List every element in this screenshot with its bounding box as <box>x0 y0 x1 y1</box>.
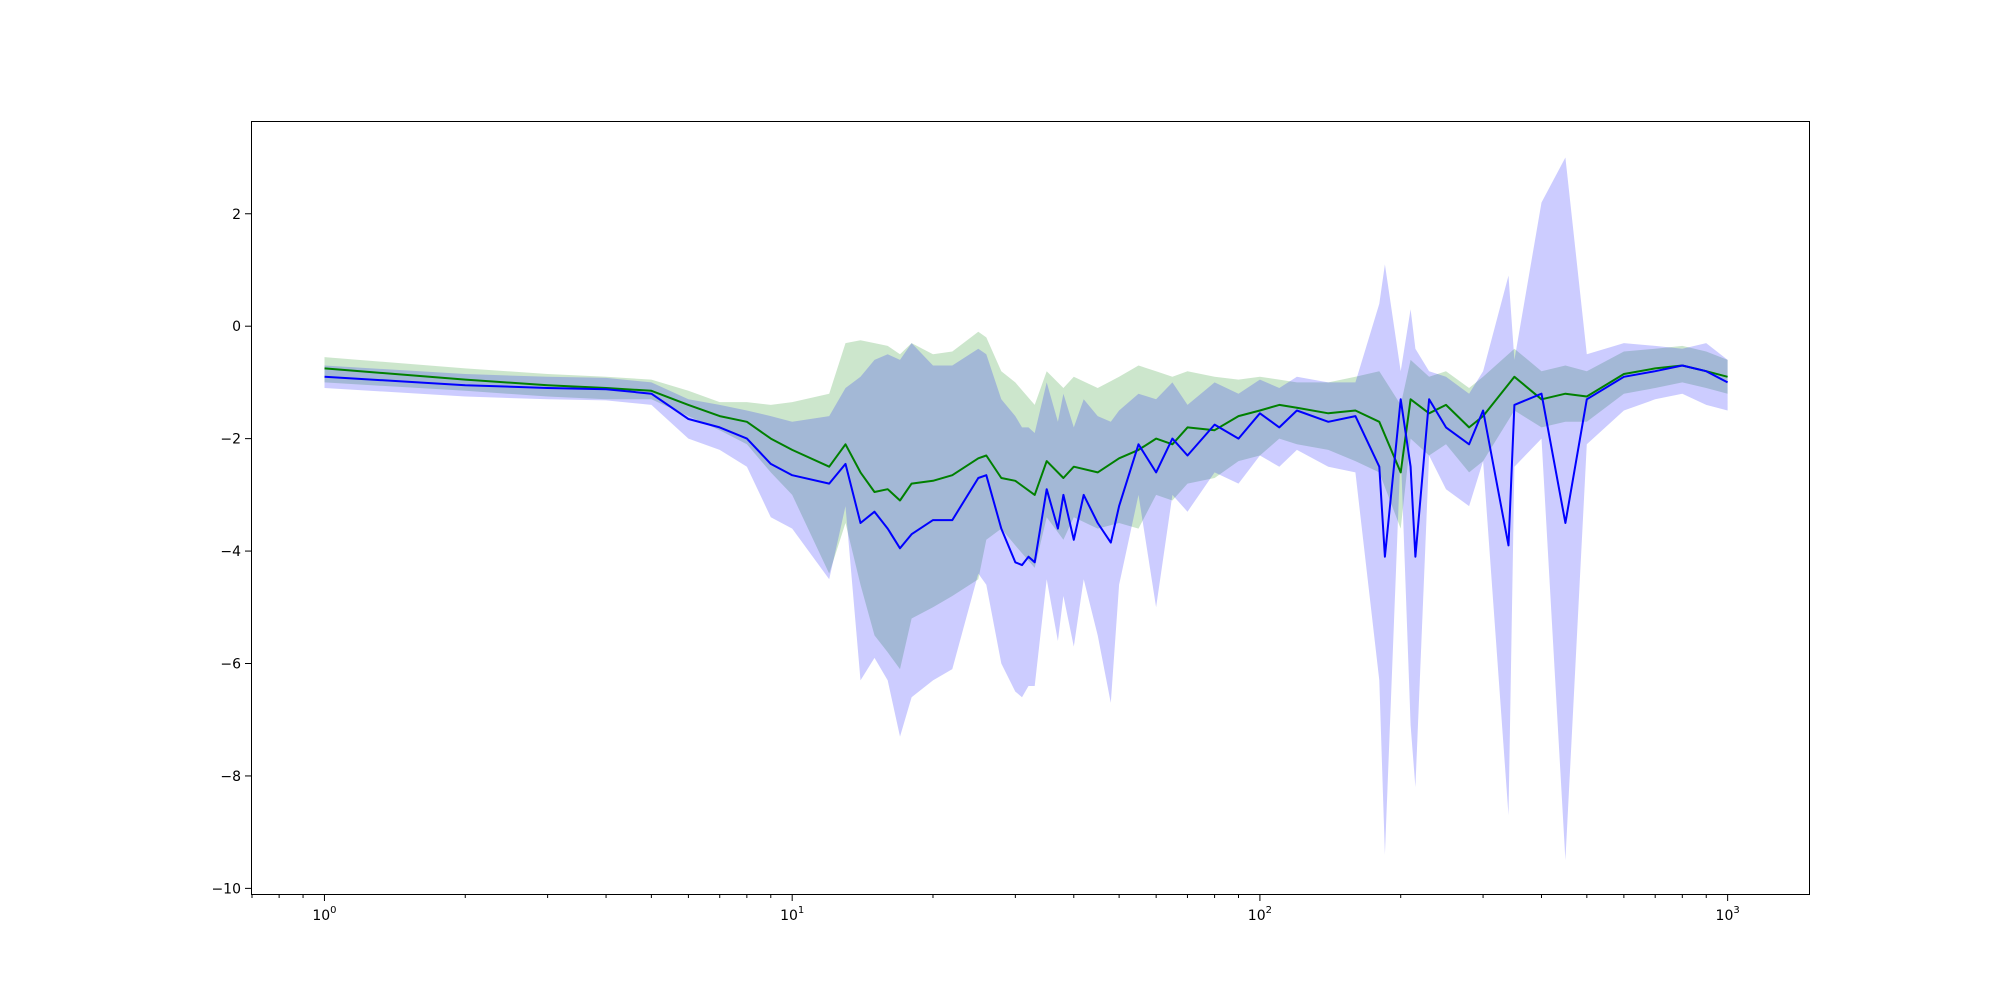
y-tick-label: −6 <box>220 657 241 673</box>
x-tick-label: 101 <box>780 905 804 924</box>
x-axis: 100 101 102 103 <box>251 894 1740 924</box>
x-tick-label: 102 <box>1248 905 1272 924</box>
line-blue <box>324 364 1729 567</box>
y-tick-label: −2 <box>220 432 241 448</box>
band-blue <box>324 157 1728 861</box>
y-tick-label: −10 <box>211 881 241 897</box>
series-lines <box>324 364 1729 567</box>
y-tick-label: 0 <box>232 319 241 335</box>
x-tick-label: 103 <box>1716 905 1740 924</box>
confidence-bands <box>324 157 1728 861</box>
y-tick-label: −8 <box>220 769 241 785</box>
y-tick-label: 2 <box>232 207 241 223</box>
x-tick-label: 100 <box>312 905 336 924</box>
y-tick-label: −4 <box>220 544 241 560</box>
band-green <box>324 331 1728 670</box>
y-axis: 2 0 −2 −4 −6 −8 −10 <box>211 207 252 897</box>
plot-area-frame <box>251 121 1810 895</box>
